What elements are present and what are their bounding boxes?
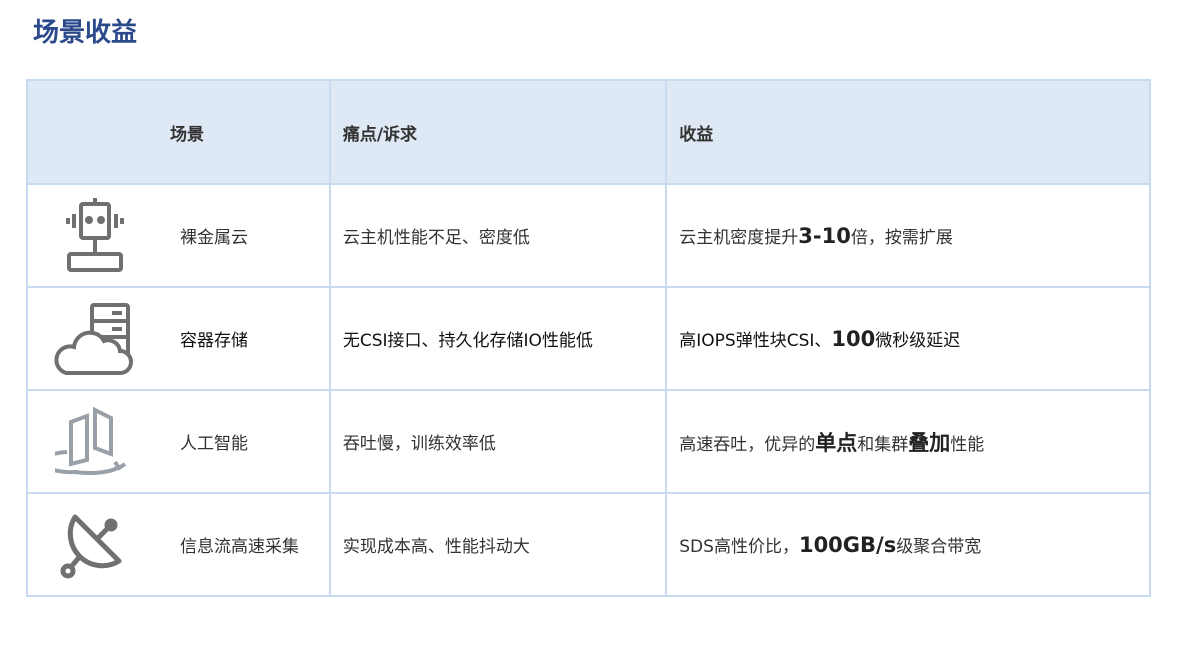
benefit-highlight: 单点: [815, 430, 858, 455]
header-scene: 场景: [26, 79, 331, 185]
benefit-text: 高速吞吐，优异的: [679, 434, 816, 455]
table-row: 信息流高速采集 实现成本高、性能抖动大 SDS高性价比，100GB/s级聚合带宽: [26, 492, 1151, 597]
benefit: 高IOPS弹性块CSI、100微秒级延迟: [665, 286, 1151, 391]
benefit: SDS高性价比，100GB/s级聚合带宽: [665, 492, 1151, 597]
scene-label: 容器存储: [180, 331, 248, 351]
pain-point: 吞吐慢，训练效率低: [328, 389, 668, 494]
pain-point: 实现成本高、性能抖动大: [328, 492, 668, 597]
benefit-text: 云主机密度提升: [679, 228, 799, 248]
benefit-text: 和集群: [857, 434, 909, 455]
benefit-highlight: 3-10: [798, 224, 851, 248]
table-header: 场景 痛点/诉求 收益: [26, 79, 1151, 185]
benefit-highlight: 100GB/s: [798, 533, 897, 557]
table-row: 容器存储 无CSI接口、持久化存储IO性能低 高IOPS弹性块CSI、100微秒…: [26, 286, 1151, 391]
benefit: 云主机密度提升3-10倍，按需扩展: [665, 183, 1151, 288]
scene-label: 信息流高速采集: [180, 537, 299, 557]
benefit-text: 级聚合带宽: [896, 537, 982, 557]
benefit-highlight: 100: [831, 327, 876, 351]
page-title: 场景收益: [33, 18, 138, 48]
benefit-text: SDS高性价比，: [679, 537, 799, 557]
table-row: 裸金属云 云主机性能不足、密度低 云主机密度提升3-10倍，按需扩展: [26, 183, 1151, 288]
benefit-text: 倍，按需扩展: [850, 228, 953, 248]
pain-point: 云主机性能不足、密度低: [328, 183, 668, 288]
scenario-benefits-table: 场景 痛点/诉求 收益 裸金属云 云主机性能不足、密度低 云主机密度提升3-10…: [26, 79, 1151, 597]
satellite-dish-icon: [50, 505, 140, 585]
robot-icon: [50, 196, 140, 276]
cloud-server-icon: [50, 299, 140, 379]
benefit-highlight: 叠加: [908, 430, 951, 455]
scene-label: 人工智能: [180, 434, 248, 454]
benefit: 高速吞吐，优异的单点和集群叠加性能: [665, 389, 1151, 494]
header-pain: 痛点/诉求: [328, 79, 668, 185]
benefit-text: 性能: [950, 434, 985, 455]
benefit-text: 微秒级延迟: [875, 331, 961, 351]
scene-label: 裸金属云: [180, 228, 248, 248]
table-row: 人工智能 吞吐慢，训练效率低 高速吞吐，优异的单点和集群叠加性能: [26, 389, 1151, 494]
pain-point: 无CSI接口、持久化存储IO性能低: [328, 286, 668, 391]
header-benefit: 收益: [665, 79, 1151, 185]
rotate-panels-icon: [50, 402, 140, 482]
benefit-text: 高IOPS弹性块CSI、: [679, 331, 832, 351]
header-scene-label: 场景: [170, 124, 204, 145]
